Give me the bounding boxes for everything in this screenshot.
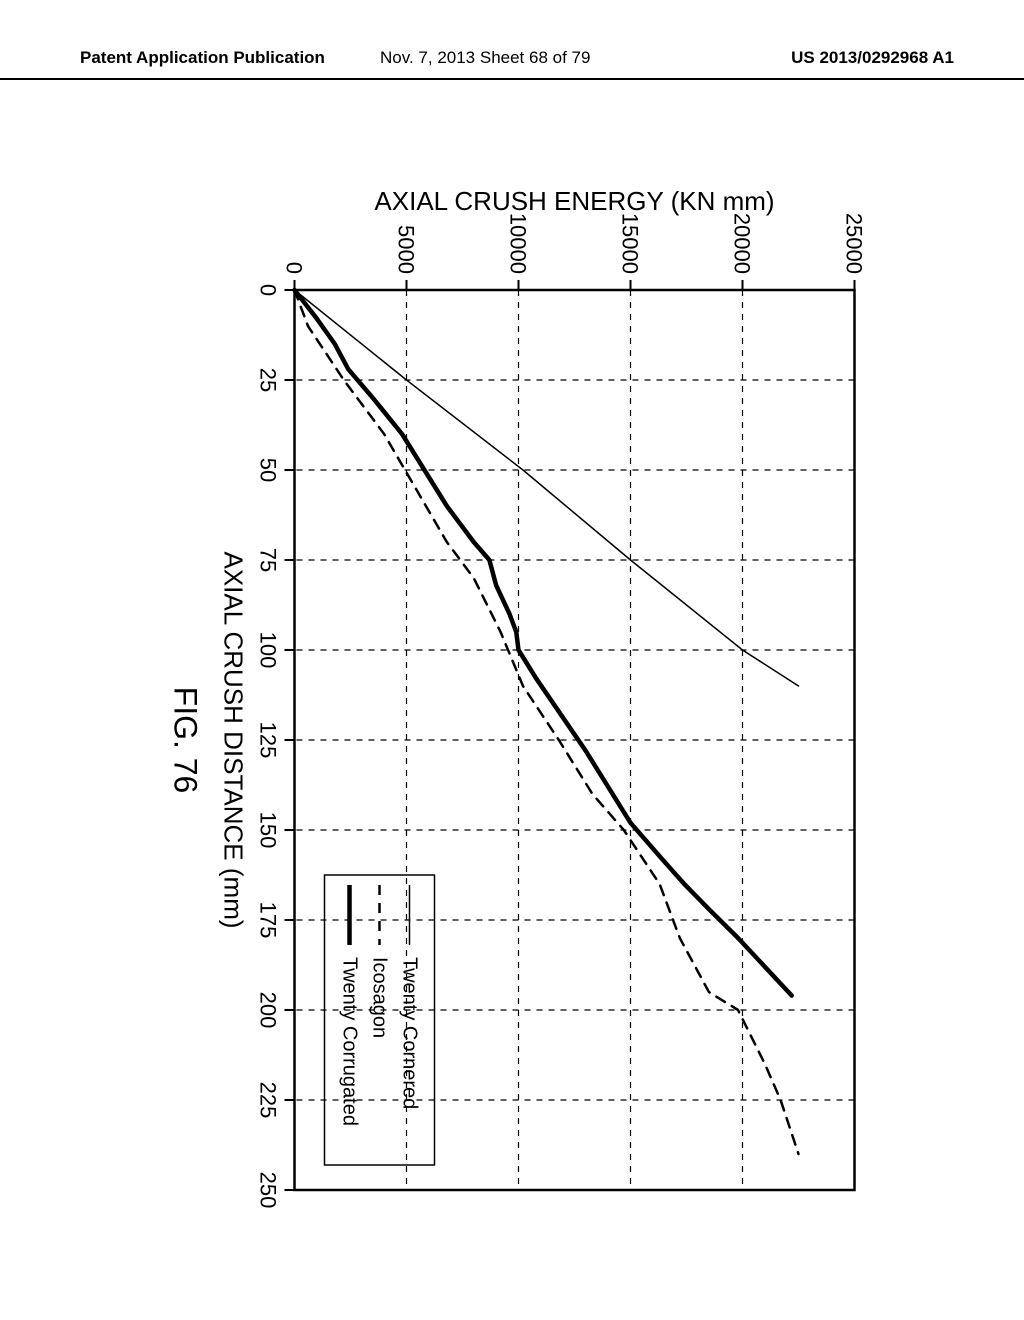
chart-container: 0 25 50 75 100 125 150 175 200 225 250 0 5000 10000 15… <box>150 180 875 1220</box>
y-axis-label: AXIAL CRUSH ENERGY (KN mm) <box>374 186 774 216</box>
chart-bg <box>155 180 875 1220</box>
xtick-label: 225 <box>256 1082 281 1119</box>
xtick-label: 200 <box>256 992 281 1029</box>
ytick-label: 5000 <box>394 225 419 274</box>
xtick-label: 100 <box>256 632 281 669</box>
xtick-label: 0 <box>256 284 281 296</box>
legend-label: Twenty Cornered <box>399 957 421 1109</box>
header-left-text: Patent Application Publication <box>80 48 325 68</box>
line-chart: 0 25 50 75 100 125 150 175 200 225 250 0 5000 10000 15… <box>155 180 875 1220</box>
header-mid-text: Nov. 7, 2013 Sheet 68 of 79 <box>380 48 590 68</box>
ytick-label: 10000 <box>506 213 531 274</box>
ytick-label: 20000 <box>730 213 755 274</box>
legend-label: Icosagon <box>369 957 391 1038</box>
xtick-label: 125 <box>256 722 281 759</box>
xtick-label: 175 <box>256 902 281 939</box>
ytick-label: 15000 <box>618 213 643 274</box>
xtick-label: 50 <box>256 458 281 482</box>
legend-label: Twenty Corrugated <box>339 957 361 1126</box>
figure-label: FIG. 76 <box>168 687 204 794</box>
xtick-label: 150 <box>256 812 281 849</box>
xtick-label: 75 <box>256 548 281 572</box>
page: Patent Application Publication Nov. 7, 2… <box>0 0 1024 1320</box>
header-right-text: US 2013/0292968 A1 <box>791 48 954 68</box>
ytick-label: 25000 <box>842 213 867 274</box>
x-axis-label: AXIAL CRUSH DISTANCE (mm) <box>219 551 249 928</box>
xtick-label: 250 <box>256 1172 281 1209</box>
page-header: Patent Application Publication Nov. 7, 2… <box>0 48 1024 80</box>
ytick-label: 0 <box>282 262 307 274</box>
xtick-label: 25 <box>256 368 281 392</box>
